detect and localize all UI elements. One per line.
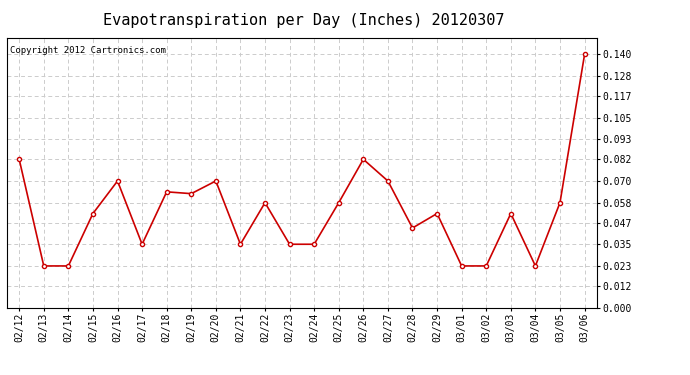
Text: Copyright 2012 Cartronics.com: Copyright 2012 Cartronics.com bbox=[10, 46, 166, 55]
Text: Evapotranspiration per Day (Inches) 20120307: Evapotranspiration per Day (Inches) 2012… bbox=[103, 13, 504, 28]
